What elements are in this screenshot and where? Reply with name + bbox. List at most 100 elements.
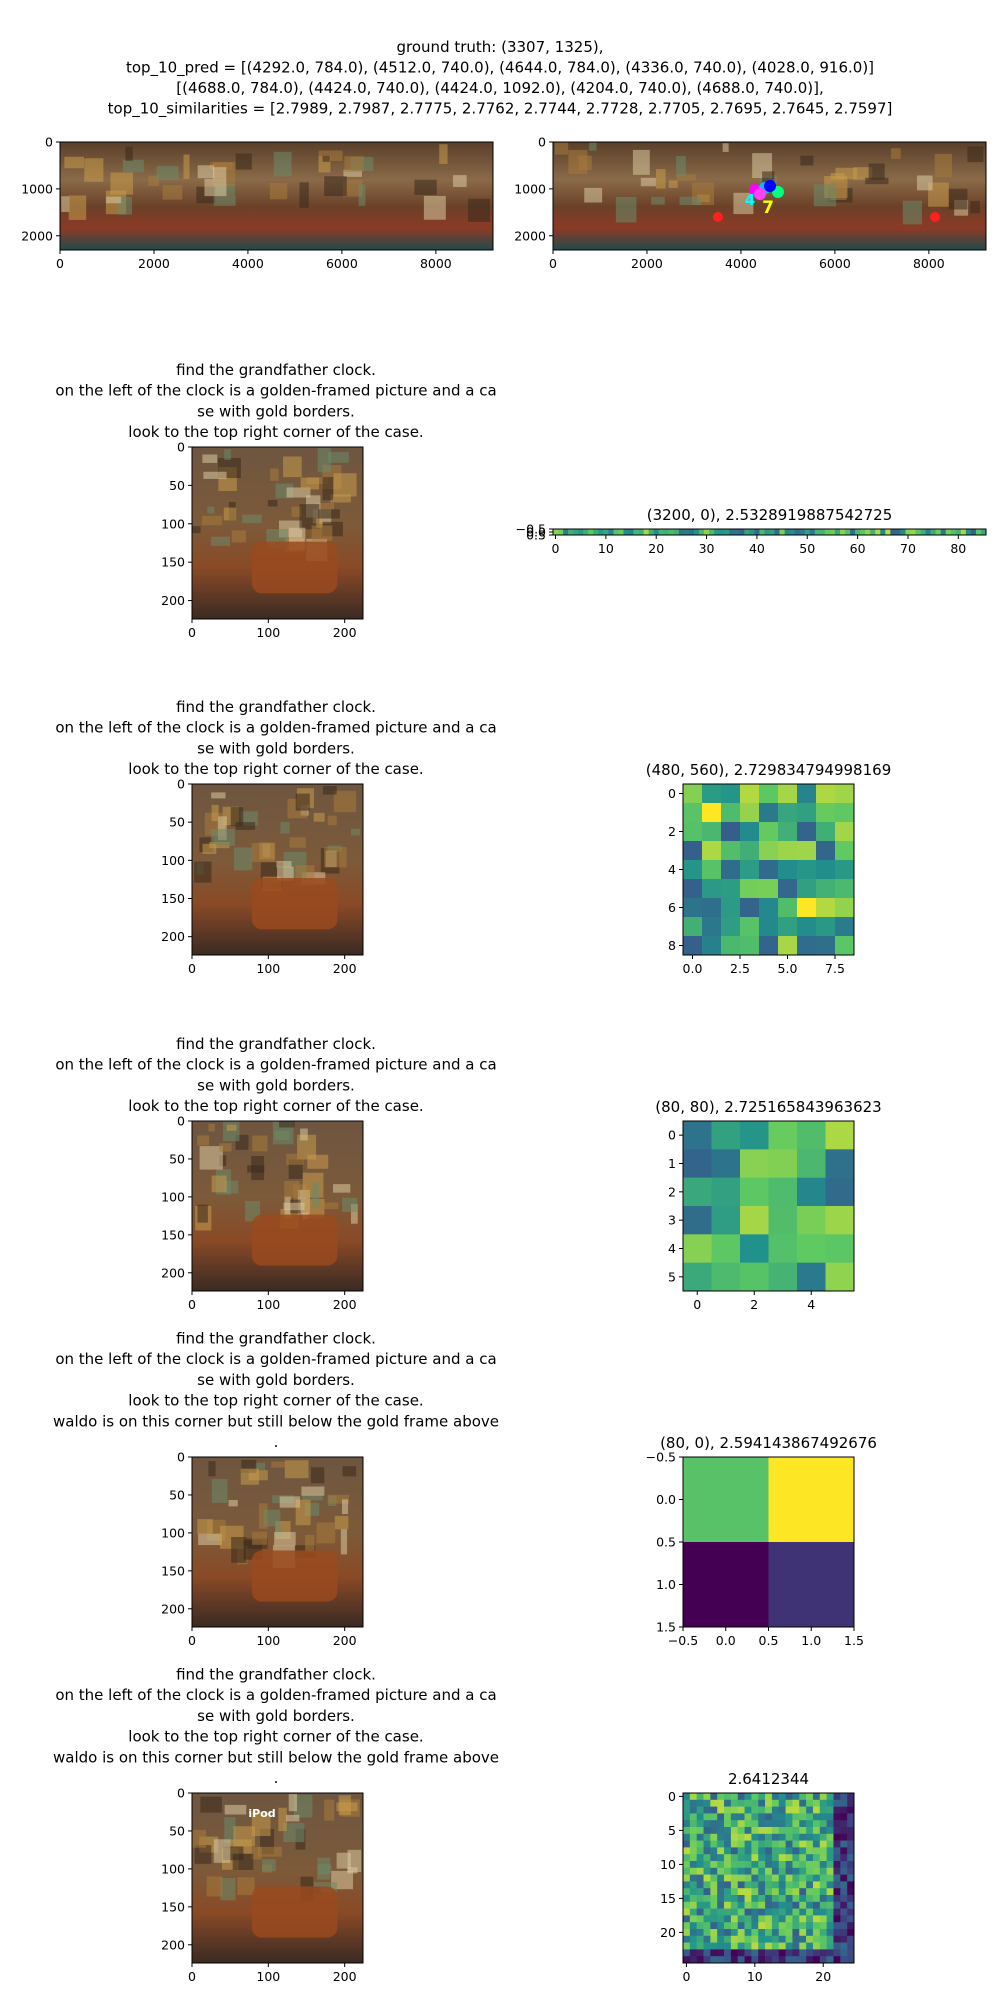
heatmap-cell [799, 1949, 807, 1957]
heatmap-cell [717, 1867, 725, 1875]
heatmap-cell [751, 1840, 759, 1848]
heatmap-cell [865, 529, 871, 536]
heatmap-cell [799, 1793, 807, 1801]
heatmap-cell [717, 1799, 725, 1807]
heatmap-cell [768, 1206, 798, 1235]
heatmap-cell [717, 1806, 725, 1814]
heatmap-cell [717, 1813, 725, 1821]
heatmap-cell [792, 1861, 800, 1869]
heatmap-cell [765, 1908, 773, 1916]
photo-detail [305, 1534, 315, 1553]
heatmap-cell [758, 1935, 766, 1943]
heatmap-cell [751, 1854, 759, 1862]
heatmap-cell [703, 1935, 711, 1943]
y-tick-label: 50 [169, 478, 185, 493]
heatmap-cell [710, 1867, 718, 1875]
photo-detail [230, 807, 244, 827]
heatmap-cell [689, 1827, 697, 1835]
heatmap-cell [703, 1840, 711, 1848]
heatmap-cell [683, 1861, 691, 1869]
heatmap-cell [826, 1813, 834, 1821]
heatmap-cell [758, 1888, 766, 1896]
photo-detail [220, 1878, 236, 1901]
heatmap-cell [792, 1874, 800, 1882]
y-tick-label: 5 [668, 1823, 676, 1838]
heatmap-cell [730, 1895, 739, 1903]
heatmap-cell [765, 1840, 773, 1848]
heatmap-cell [703, 1867, 711, 1875]
heatmap-cell [826, 1874, 834, 1882]
photo-detail [813, 184, 837, 207]
photo-detail [64, 156, 85, 169]
heatmap-cell [771, 1874, 780, 1882]
heatmap-cell [826, 1956, 834, 1964]
heatmap-cell [895, 529, 901, 536]
heatmap-cell [689, 1922, 697, 1930]
heatmap-cell [696, 1820, 704, 1828]
heatmap-cell [737, 1915, 745, 1923]
y-tick-label: 1 [668, 1156, 676, 1171]
heatmap-cell [759, 803, 779, 823]
heatmap-cell [721, 822, 741, 842]
photo-detail [211, 1479, 228, 1503]
photo-detail [615, 196, 637, 223]
heatmap-cell [785, 1813, 793, 1821]
heatmap-cell [737, 1820, 745, 1828]
heatmap-cell [724, 1813, 732, 1821]
heatmap-cell [737, 1847, 745, 1855]
heatmap-cell [730, 1867, 739, 1875]
photo-detail [271, 1461, 291, 1468]
heatmap-cell [825, 1262, 855, 1292]
subplot-title: 2.6412344 [728, 1770, 809, 1788]
y-tick-label: 8 [668, 938, 676, 953]
heatmap-cell [623, 529, 629, 536]
axes-frame [191, 1792, 364, 1964]
x-tick-label: 100 [256, 625, 280, 640]
desk [251, 878, 338, 930]
heatmap-cell [730, 1949, 739, 1957]
x-tick-label: 0 [549, 256, 557, 271]
heatmap-cell [683, 1929, 691, 1937]
heatmap-cell [751, 1942, 759, 1950]
photo-detail [277, 866, 294, 881]
photo-detail [194, 861, 212, 883]
heatmap-cell [689, 1874, 697, 1882]
heatmap-cell [737, 1806, 745, 1814]
heatmap-cell [840, 1908, 848, 1916]
heatmap-cell [778, 1942, 786, 1950]
heatmap-cell [840, 1793, 848, 1801]
heatmap-cell [740, 822, 760, 842]
heatmap-cell [847, 1854, 855, 1862]
heatmap-cell [744, 1915, 752, 1923]
heatmap-cell [816, 784, 836, 804]
heatmap-cell [797, 936, 817, 956]
heatmap-cell [683, 1908, 691, 1916]
heatmap-cell [683, 1935, 691, 1943]
photo-detail [300, 1128, 308, 1141]
photo-detail [273, 151, 292, 177]
heatmap-cell [765, 1929, 773, 1937]
prediction-label: 7 [762, 198, 774, 218]
heatmap-cell [840, 1820, 848, 1828]
photo-detail [224, 1804, 247, 1815]
photo-detail [206, 1876, 223, 1897]
heatmap-cell [696, 1861, 704, 1869]
suptitle-line: top_10_similarities = [2.7989, 2.7987, 2… [108, 100, 893, 119]
heatmap-cell [730, 1813, 739, 1821]
heatmap-cell [778, 841, 798, 861]
heatmap-cell [740, 879, 760, 899]
photo-detail [211, 792, 226, 799]
heatmap-cell [689, 1881, 697, 1889]
heatmap-cell [724, 529, 730, 536]
heatmap-cell [785, 1881, 793, 1889]
heatmap-cell [778, 1895, 786, 1903]
photo-detail [468, 198, 491, 222]
heatmap-cell [563, 529, 569, 536]
heatmap-cell [689, 1867, 697, 1875]
heatmap-cell [840, 1881, 848, 1889]
heatmap-cell [833, 1861, 841, 1869]
heatmap-cell [797, 822, 817, 842]
heatmap-cell [765, 1861, 773, 1869]
heatmap-cell [696, 1908, 704, 1916]
heatmap-cell [778, 1820, 786, 1828]
